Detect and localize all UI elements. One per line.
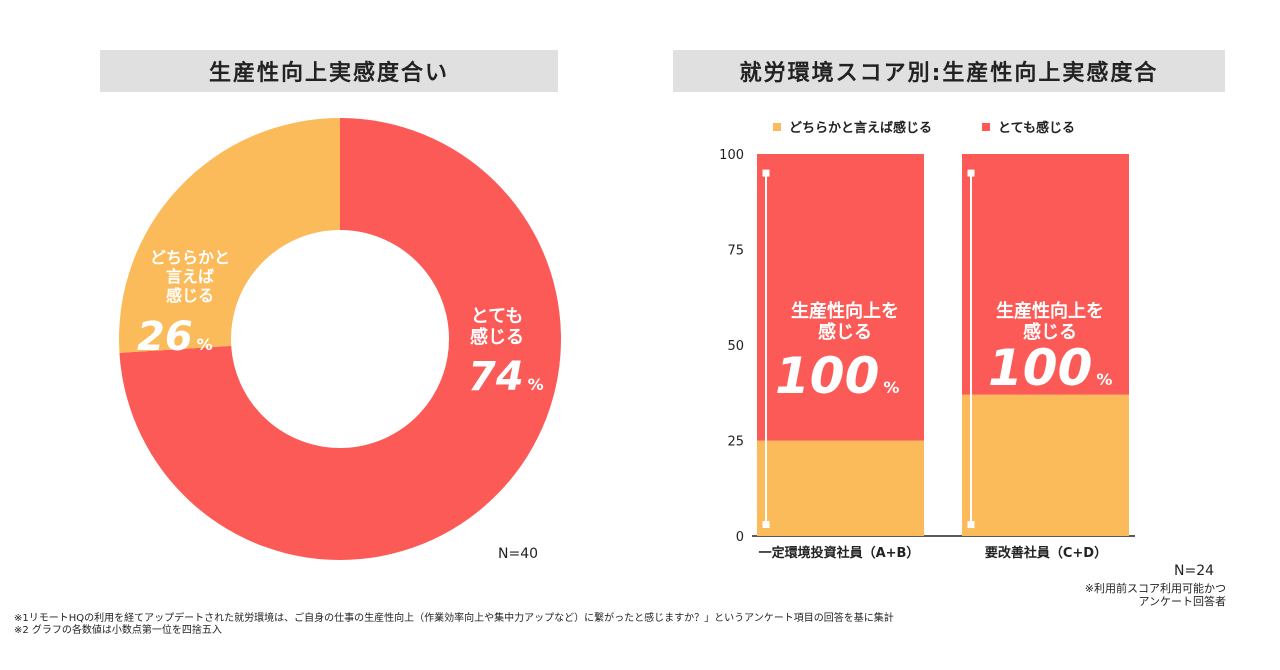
legend-label-very: とても感じる (998, 120, 1075, 136)
bar-value-ab: 100% (775, 347, 899, 405)
bar-annotation-cd-line2: 感じる (1023, 321, 1077, 343)
respondent-note-line1: ※利用前スコア利用可能かつ (1084, 582, 1226, 595)
donut-label-very-line1: とても (471, 306, 524, 327)
bar-ab-series-0 (757, 440, 924, 536)
donut-value-somewhat: 26% (137, 314, 213, 360)
bar-value-cd: 100% (988, 339, 1112, 397)
bar-value-cd-unit: % (1096, 370, 1112, 389)
bar-ab-series-1 (757, 154, 924, 441)
y-tick-label-25: 25 (727, 435, 744, 450)
category-label-cd: 要改善社員（C+D） (985, 545, 1107, 561)
donut-value-somewhat-number: 26 (137, 314, 193, 360)
donut-value-somewhat-unit: % (197, 335, 213, 354)
donut-slice-somewhat (119, 118, 340, 353)
y-tick-label-0: 0 (736, 530, 744, 545)
donut-label-very-line2: 感じる (470, 326, 524, 348)
range-marker-ab-top (762, 169, 770, 177)
respondent-note: ※利用前スコア利用可能かつ アンケート回答者 (1085, 582, 1226, 608)
donut-value-very-unit: % (528, 375, 544, 394)
range-marker-cd-top (967, 169, 975, 177)
donut-label-somewhat-line3: 感じる (166, 286, 214, 305)
donut-label-somewhat-line2: 言えば (166, 267, 214, 286)
legend-swatch-very (982, 123, 990, 131)
footnote-1: ※1リモートHQの利用を経てアップデートされた就労環境は、ご自身の仕事の生産性向… (14, 613, 894, 624)
bar-value-ab-unit: % (883, 378, 899, 397)
donut-value-very-number: 74 (468, 354, 524, 400)
bar-n-label: N=24 (1174, 563, 1215, 579)
legend-swatch-somewhat (773, 123, 781, 131)
legend-label-somewhat: どちらかと言えば感じる (789, 120, 932, 136)
y-tick-label-50: 50 (727, 339, 744, 354)
y-tick-label-75: 75 (727, 244, 744, 259)
y-axis: 0 25 50 75 100 (719, 148, 744, 545)
donut-chart-title: 生産性向上実感度合い (100, 50, 558, 92)
donut-slice-very (119, 118, 561, 560)
bars (757, 154, 1129, 536)
bar-cd-series-1 (962, 154, 1129, 395)
donut-value-very: 74% (468, 354, 544, 400)
bar-chart-title: 就労環境スコア別:生産性向上実感度合 (673, 50, 1225, 92)
bar-annotation-cd-line1: 生産性向上を (996, 300, 1104, 322)
bar-annotation-ab-line1: 生産性向上を (791, 300, 899, 322)
bar-value-ab-number: 100 (775, 347, 879, 405)
bar-annotation-ab-line2: 感じる (818, 321, 872, 343)
bar-cd-series-0 (962, 394, 1129, 536)
y-tick-label-100: 100 (719, 148, 744, 163)
bar-value-cd-number: 100 (988, 339, 1092, 397)
range-marker-cd-bottom (967, 521, 975, 529)
footnote-2: ※2 グラフの各数値は小数点第一位を四捨五入 (14, 625, 222, 636)
category-label-ab: 一定環境投資社員（A+B） (759, 545, 920, 561)
range-marker-ab-bottom (762, 521, 770, 529)
donut-label-somewhat-line1: どちらかと (150, 248, 230, 267)
respondent-note-line2: アンケート回答者 (1138, 595, 1226, 608)
footnotes: ※1リモートHQの利用を経てアップデートされた就労環境は、ご自身の仕事の生産性向… (14, 613, 894, 637)
donut-n-label: N=40 (498, 546, 539, 562)
